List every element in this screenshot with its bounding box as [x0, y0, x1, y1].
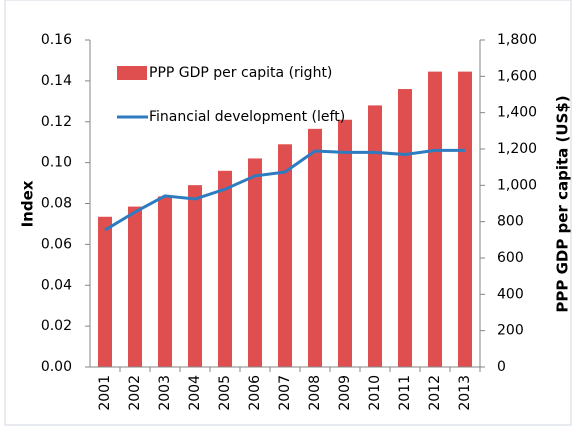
y-axis-title: Index — [19, 180, 37, 227]
y-tick-label: 0.10 — [41, 155, 72, 171]
bar — [158, 196, 172, 367]
x-tick-label: 2009 — [337, 375, 353, 411]
bar — [278, 144, 292, 367]
legend-label: Financial development (left) — [149, 109, 345, 125]
x-tick-label: 2010 — [367, 375, 383, 411]
y2-tick-label: 1,800 — [497, 32, 537, 48]
y2-tick-label: 1,200 — [497, 141, 537, 157]
bar — [338, 119, 352, 367]
y-tick-label: 0.08 — [41, 196, 72, 212]
y2-tick-label: 800 — [497, 214, 524, 230]
y2-tick-label: 1,400 — [497, 105, 537, 121]
x-tick-label: 2003 — [157, 375, 173, 411]
y-tick-label: 0.12 — [41, 114, 72, 130]
bar — [368, 105, 382, 368]
y2-tick-label: 600 — [497, 250, 524, 266]
x-tick-label: 2006 — [247, 375, 263, 411]
y-tick-label: 0.06 — [41, 236, 72, 252]
bar — [248, 158, 262, 367]
legend-swatch — [117, 66, 147, 80]
bar — [308, 128, 322, 367]
x-tick-label: 2007 — [277, 375, 293, 411]
y2-tick-label: 1,000 — [497, 177, 537, 193]
bar — [188, 185, 202, 367]
legend-label: PPP GDP per capita (right) — [149, 65, 332, 81]
bar — [128, 206, 142, 367]
y2-tick-label: 1,600 — [497, 68, 537, 84]
y2-tick-label: 200 — [497, 323, 524, 339]
x-tick-label: 2001 — [97, 375, 113, 411]
y-tick-label: 0.02 — [41, 318, 72, 334]
y2-tick-label: 0 — [497, 359, 506, 375]
y-tick-label: 0.00 — [41, 359, 72, 375]
bar — [428, 71, 442, 368]
bar — [398, 89, 412, 368]
x-tick-label: 2002 — [127, 375, 143, 411]
x-tick-label: 2013 — [457, 375, 473, 411]
line — [104, 148, 465, 232]
chart-frame — [4, 0, 572, 426]
x-tick-label: 2011 — [397, 375, 413, 411]
y-tick-label: 0.16 — [41, 32, 72, 48]
bar — [98, 216, 112, 367]
x-tick-label: 2008 — [307, 375, 323, 411]
y-tick-label: 0.04 — [41, 277, 72, 293]
bar — [458, 71, 472, 368]
y-tick-label: 0.14 — [41, 73, 72, 89]
x-tick-label: 2005 — [217, 375, 233, 411]
y2-axis-title: PPP GDP per capita (US$) — [554, 95, 572, 312]
bar — [218, 170, 232, 367]
x-tick-label: 2012 — [427, 375, 443, 411]
x-tick-label: 2004 — [187, 375, 203, 411]
y2-tick-label: 400 — [497, 286, 524, 302]
